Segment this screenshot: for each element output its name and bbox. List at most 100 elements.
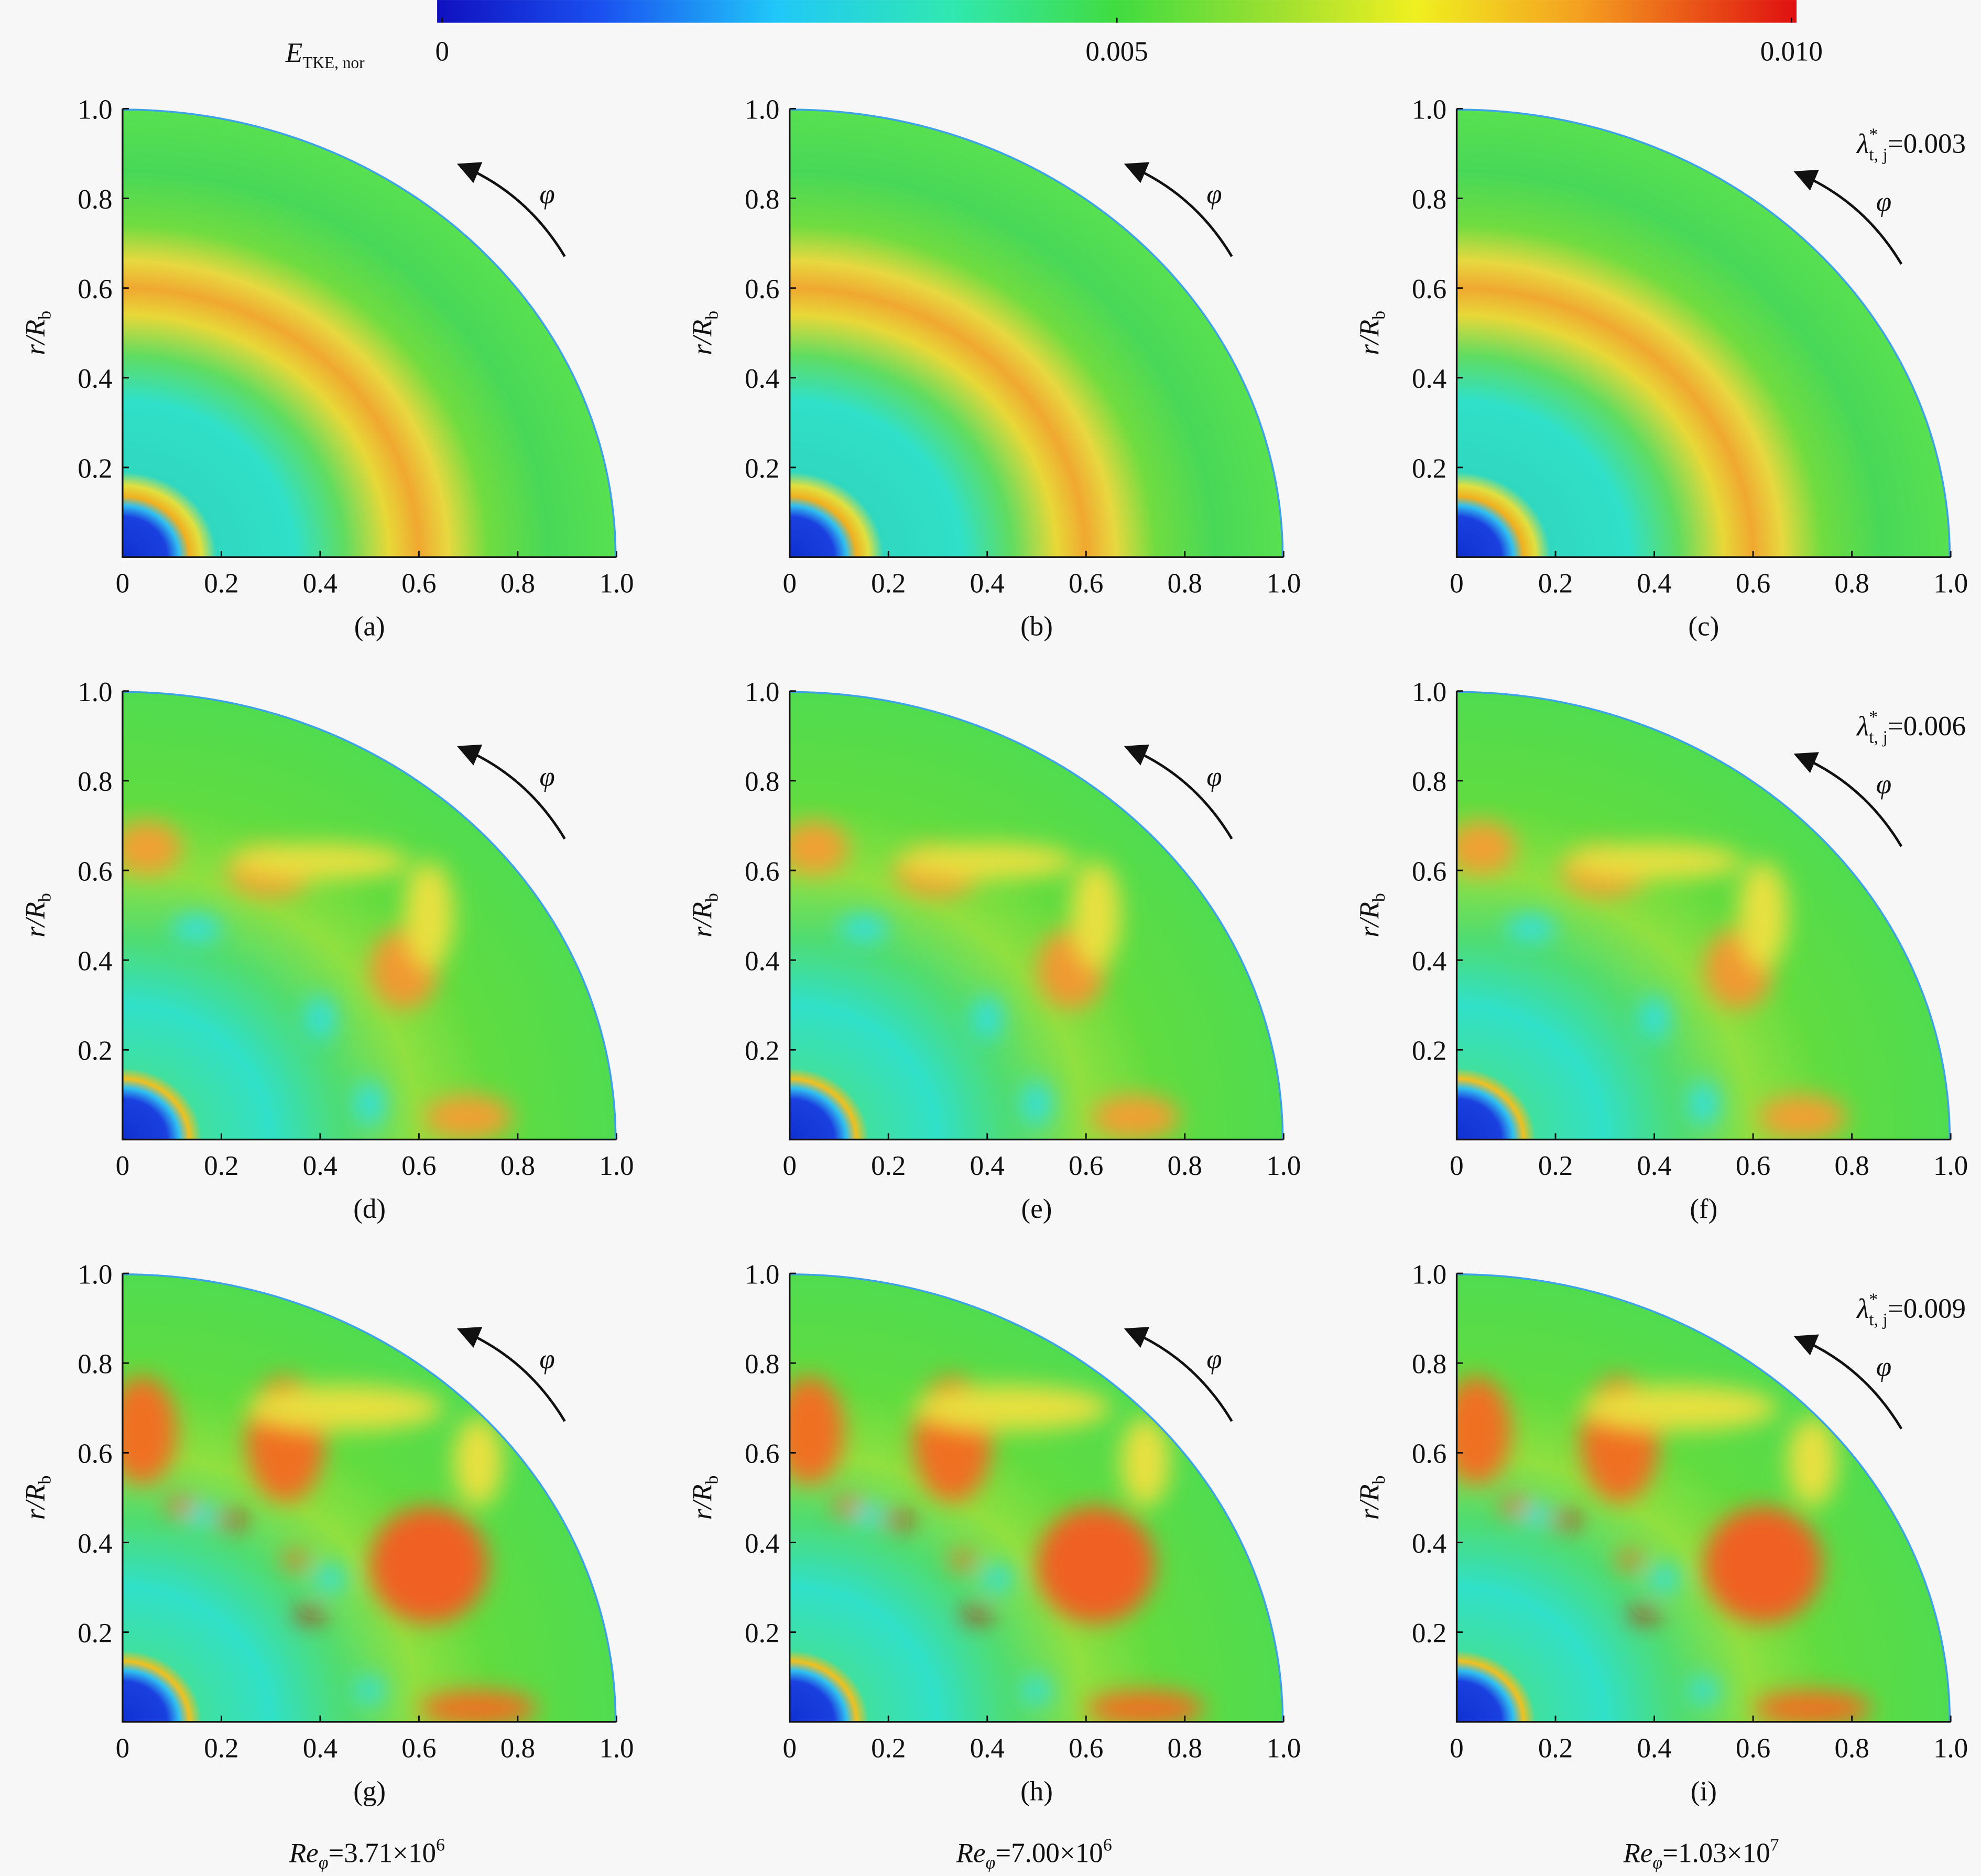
x-tick-label: 0.4 <box>1637 1151 1671 1181</box>
annotation-sub: t, j <box>1869 728 1888 747</box>
field-feature <box>1629 1607 1660 1621</box>
field-feature <box>172 915 222 942</box>
y-axis-label: r/Rb <box>20 893 55 937</box>
panel-label: (f) <box>1690 1194 1717 1224</box>
arrow-label: φ <box>539 762 554 792</box>
y-tick-label: 0.8 <box>78 184 112 215</box>
x-tick-label: 0.4 <box>303 569 338 599</box>
field-feature <box>883 1513 913 1527</box>
field-feature <box>122 1376 177 1485</box>
x-tick-label: 0.4 <box>1637 1733 1671 1763</box>
x-tick-label: 1.0 <box>1933 569 1968 599</box>
contour-field <box>1456 1273 1951 1722</box>
panel-label: (d) <box>353 1194 386 1224</box>
field-feature <box>315 1565 345 1592</box>
field-feature <box>1753 1690 1872 1722</box>
rotation-arrow <box>1124 744 1233 839</box>
field-feature <box>1580 1385 1778 1431</box>
y-axis-label: r/Rb <box>1354 311 1389 355</box>
y-tick-label: 0.2 <box>1412 453 1446 484</box>
x-tick-label: 0.2 <box>204 1151 238 1181</box>
y-tick-label: 0.6 <box>1412 1439 1446 1469</box>
annotation-sub: φ <box>1652 1853 1662 1872</box>
y-tick-label: 0.4 <box>78 364 112 394</box>
y-tick-label: 0.8 <box>78 1349 112 1379</box>
field-features <box>122 821 513 1140</box>
field-feature <box>789 1376 844 1485</box>
x-tick-label: 0.4 <box>303 1151 338 1181</box>
x-tick-label: 0.6 <box>1069 569 1103 599</box>
field-feature <box>839 915 889 942</box>
column-annotation: Reφ=3.71×106 <box>289 1836 445 1873</box>
field-features <box>1456 1376 1872 1722</box>
panel-label: (e) <box>1021 1194 1052 1224</box>
y-tick-label: 0.6 <box>745 274 779 304</box>
x-tick-label: 0.6 <box>401 1151 436 1181</box>
arrow-label: φ <box>1206 179 1222 210</box>
panel-label: (a) <box>354 612 385 642</box>
arrow-label: φ <box>1876 1351 1891 1382</box>
field-feature <box>453 1416 503 1507</box>
field-feature <box>295 1607 325 1621</box>
rotation-arrow <box>1124 1327 1233 1422</box>
contour-field <box>789 108 1284 558</box>
colorbar-tick-label: 0.010 <box>1760 37 1823 67</box>
y-axis-label-main: r/R <box>20 902 50 937</box>
x-tick-label: 1.0 <box>599 1151 634 1181</box>
y-tick-label: 0.2 <box>78 1036 112 1066</box>
y-tick-label: 0.2 <box>745 1036 779 1066</box>
y-tick-label: 0.2 <box>745 453 779 484</box>
y-axis-label: r/Rb <box>687 893 722 937</box>
field-feature <box>1689 1677 1719 1704</box>
y-axis-label-main: r/R <box>1354 320 1385 355</box>
panel-label: (i) <box>1691 1776 1717 1806</box>
annotation-sub: t, j <box>1869 1310 1888 1329</box>
panel: 0 0.2 0.4 0.6 0.8 1.0 0.2 0.4 0.6 0.8 1.0 r/Rb (d) φ <box>20 677 634 1224</box>
y-tick-label: 0.6 <box>1412 856 1446 887</box>
field-feature <box>1071 861 1121 969</box>
colorbar-label: ETKE, nor <box>285 38 365 72</box>
x-tick-label: 0.6 <box>1736 1151 1770 1181</box>
row-annotation: λ* t, j=0.003 <box>1856 125 1966 165</box>
annotation-text: =0.006 <box>1888 711 1966 741</box>
column-annotation: Reφ=7.00×106 <box>956 1836 1112 1873</box>
field-feature <box>1617 1551 1642 1569</box>
field-feature <box>1689 1081 1719 1126</box>
x-tick-label: 0.6 <box>1736 569 1770 599</box>
y-axis-label-main: r/R <box>1354 902 1385 937</box>
x-tick-label: 0.8 <box>500 1733 535 1763</box>
field-feature <box>913 1385 1111 1431</box>
colorbar-label-main: E <box>285 38 302 68</box>
x-tick-label: 0.4 <box>303 1733 338 1763</box>
contour-field <box>122 691 617 1140</box>
field-feature <box>1550 1513 1581 1527</box>
y-axis-label: r/Rb <box>687 1476 722 1520</box>
x-tick-label: 0.6 <box>1069 1151 1103 1181</box>
x-tick-label: 0.6 <box>1736 1733 1770 1763</box>
field-feature <box>898 843 1076 880</box>
panel: 0 0.2 0.4 0.6 0.8 1.0 0.2 0.4 0.6 0.8 1.0 r/Rb (f) φ <box>1354 677 1968 1224</box>
field-feature <box>354 1081 385 1126</box>
y-axis-label-sub: b <box>702 893 722 902</box>
y-tick-label: 1.0 <box>1412 95 1446 125</box>
field-features <box>122 1376 538 1722</box>
field-feature <box>404 861 454 969</box>
x-tick-label: 1.0 <box>599 569 634 599</box>
y-axis-label-main: r/R <box>687 902 717 937</box>
y-tick-label: 0.8 <box>1412 767 1446 797</box>
x-tick-label: 0.8 <box>1834 1151 1869 1181</box>
field-feature <box>122 821 182 875</box>
annotation-symbol: λ <box>1856 1293 1869 1324</box>
y-tick-label: 0.8 <box>745 184 779 215</box>
arrow-label: φ <box>539 1344 554 1375</box>
panel: 0 0.2 0.4 0.6 0.8 1.0 0.2 0.4 0.6 0.8 1.0 r/Rb (i) φ <box>1354 1259 1968 1806</box>
field-feature <box>187 1504 216 1527</box>
field-feature <box>1639 996 1669 1041</box>
rim <box>122 108 617 558</box>
y-tick-label: 0.4 <box>78 946 112 976</box>
annotation-text: =0.003 <box>1888 129 1966 159</box>
panel: 0 0.2 0.4 0.6 0.8 1.0 0.2 0.4 0.6 0.8 1.0 r/Rb (c) φ <box>1354 95 1968 642</box>
x-tick-label: 0 <box>782 1733 797 1763</box>
rotation-arrow <box>1793 1334 1903 1430</box>
contour-field <box>122 108 617 558</box>
